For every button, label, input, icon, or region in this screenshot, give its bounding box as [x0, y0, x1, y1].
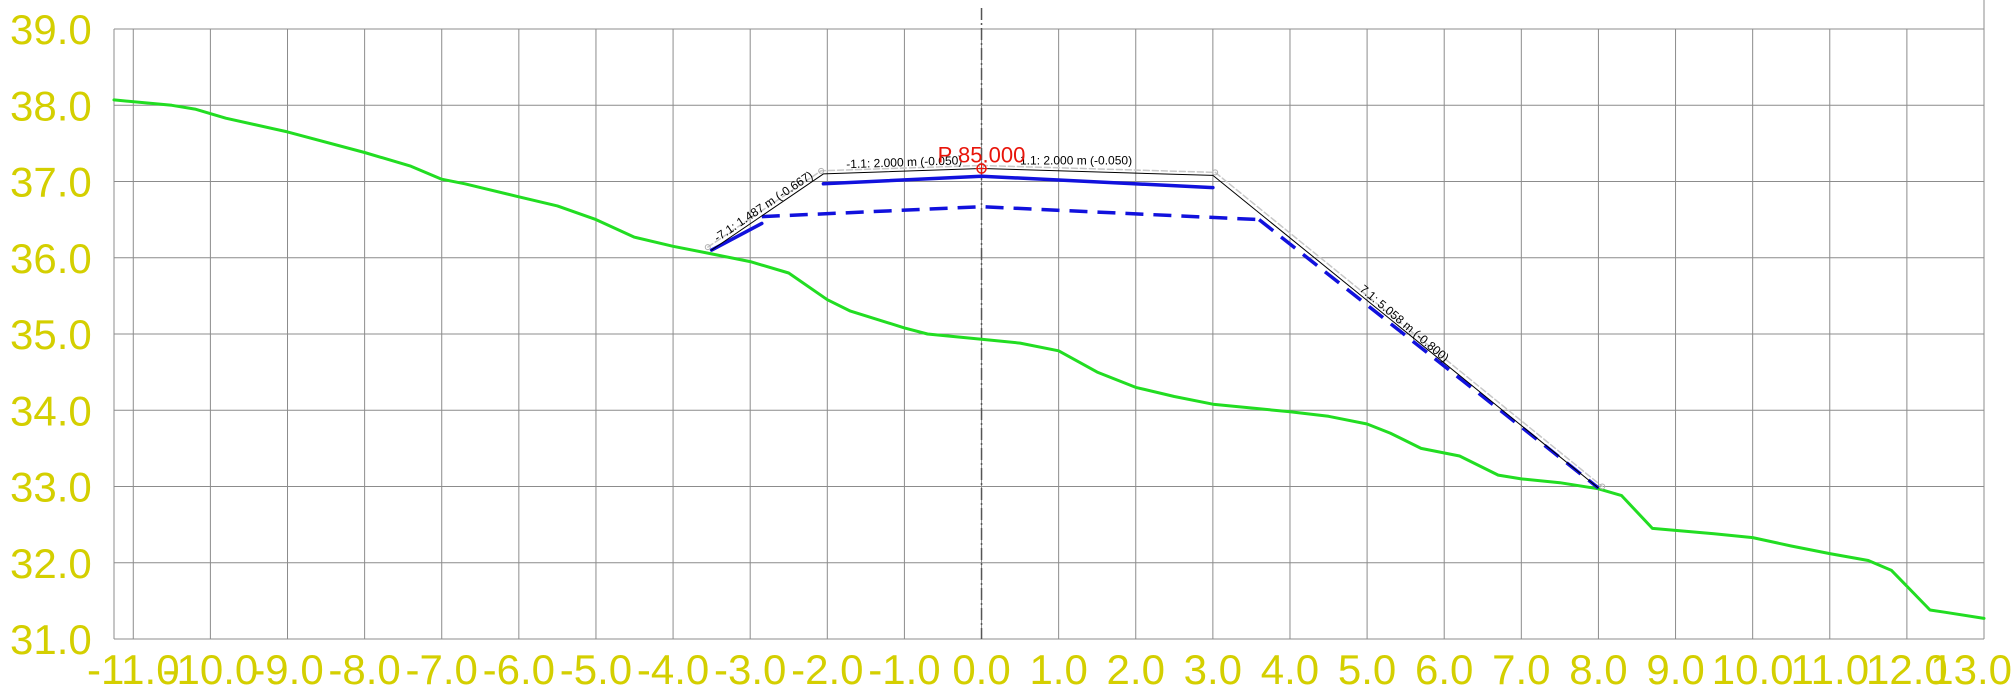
x-tick-label-1: -10.0 — [163, 646, 259, 690]
y-tick-label-6: 37.0 — [10, 159, 92, 206]
y-tick-label-4: 35.0 — [10, 311, 92, 358]
y-tick-label-1: 32.0 — [10, 540, 92, 587]
x-tick-label-2: -9.0 — [251, 646, 323, 690]
x-tick-label-12: 1.0 — [1029, 646, 1087, 690]
subgrade-line-3 — [761, 204, 1260, 222]
x-tick-label-23: 12.0 — [1866, 646, 1948, 690]
y-tick-label-7: 38.0 — [10, 82, 92, 129]
dimension-node-1 — [818, 167, 825, 174]
x-tick-labels: -11.0-10.0-9.0 -8.0 -7.0 -6.0 -5.0 -4.0 -3.0 -2… — [87, 646, 2012, 690]
y-tick-labels: 31.0 32.0 33.0 34.0 35.0 36.0 37.0 38.0 39.0 — [10, 6, 92, 663]
x-tick-label-16: 5.0 — [1338, 646, 1396, 690]
x-tick-label-0: -11.0 — [87, 646, 180, 690]
grid — [113, 0, 1985, 640]
x-tick-label-14: 3.0 — [1184, 646, 1242, 690]
fill-slope-line-4 — [1258, 218, 1600, 490]
x-tick-label-9: -2.0 — [791, 646, 863, 690]
x-tick-label-6: -5.0 — [560, 646, 632, 690]
series-group — [112, 98, 1986, 620]
dimension-node-3 — [1212, 169, 1219, 176]
x-tick-label-7: -4.0 — [637, 646, 709, 690]
x-tick-label-21: 10.0 — [1712, 646, 1794, 690]
dimension-node-4 — [1599, 483, 1606, 490]
design-surface-line-1 — [709, 221, 764, 252]
x-tick-label-17: 6.0 — [1415, 646, 1473, 690]
station-label: P 85.000 — [938, 143, 1026, 168]
ground-line-0 — [112, 98, 1986, 620]
dimension-node-0 — [704, 244, 711, 251]
x-tick-label-13: 2.0 — [1107, 646, 1165, 690]
y-tick-label-0: 31.0 — [10, 616, 92, 663]
x-tick-label-19: 8.0 — [1569, 646, 1627, 690]
x-tick-label-4: -7.0 — [406, 646, 478, 690]
y-tick-label-5: 36.0 — [10, 235, 92, 282]
y-tick-label-2: 33.0 — [10, 464, 92, 511]
x-tick-label-11: 0.0 — [952, 646, 1010, 690]
x-tick-label-18: 7.0 — [1492, 646, 1550, 690]
x-tick-label-10: -1.0 — [868, 646, 940, 690]
x-tick-label-15: 4.0 — [1261, 646, 1319, 690]
x-tick-label-22: 11.0 — [1790, 646, 1869, 690]
design-surface-line-2 — [821, 174, 1215, 190]
x-tick-label-3: -8.0 — [328, 646, 400, 690]
x-tick-label-8: -3.0 — [714, 646, 786, 690]
x-tick-label-20: 9.0 — [1646, 646, 1704, 690]
y-tick-label-3: 34.0 — [10, 387, 92, 434]
x-tick-label-5: -6.0 — [483, 646, 555, 690]
x-tick-label-24: 13.0 — [1930, 646, 2012, 690]
segment-label-2: -1.1: 2.000 m (-0.050) — [1016, 154, 1132, 168]
segment-label-1: -1.1: 2.000 m (-0.050) — [846, 153, 962, 171]
y-tick-label-8: 39.0 — [10, 6, 92, 53]
